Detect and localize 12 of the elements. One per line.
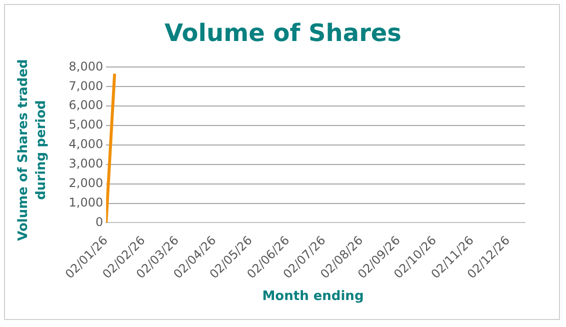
y-tick-label: 0 [95,214,104,229]
y-tick-label: 1,000 [68,195,104,210]
x-axis-title: Month ending [261,289,365,304]
y-tick-label: 4,000 [68,137,104,152]
y-tick-label: 5,000 [68,118,104,132]
y-tick-label: 2,000 [68,176,104,190]
y-tick-label: 7,000 [68,78,104,93]
y-axis-title: Volume of Shares traded during period [15,58,50,243]
y-tick-label: 6,000 [68,98,104,112]
y-tick-label: 3,000 [68,156,104,171]
chart-title: Volume of Shares [164,19,402,47]
y-tick-label: 8,000 [68,59,104,74]
